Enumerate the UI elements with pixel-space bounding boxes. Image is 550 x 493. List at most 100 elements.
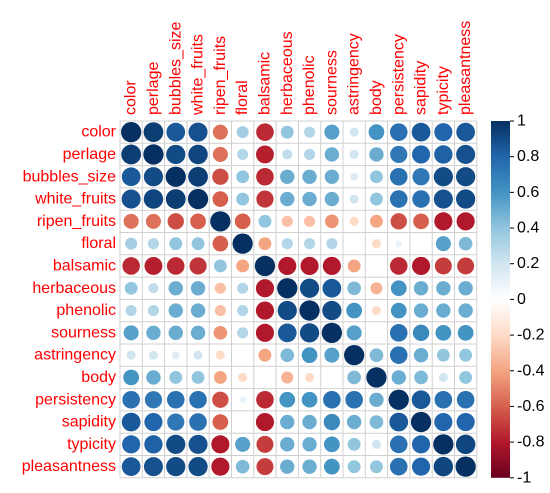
colorbar-tick-label: -0.4 (517, 362, 545, 379)
correlation-circle-typicity-phenolic (302, 437, 317, 452)
correlation-circle-perlage-pleasantness (456, 144, 476, 164)
colorbar-tick-label: -0.8 (517, 434, 545, 451)
row-label-persistency: persistency (35, 391, 116, 408)
correlation-circle-astringency-typicity (436, 348, 450, 362)
row-label-bubbles_size: bubbles_size (23, 168, 117, 185)
correlation-circle-persistency-body (369, 392, 384, 407)
correlation-circle-color-persistency (389, 123, 408, 141)
correlation-circle-balsamic-sapidity (411, 256, 431, 276)
correlation-circle-white_fruits-pleasantness (456, 189, 476, 209)
correlation-circle-bubbles_size-astringency (350, 172, 359, 181)
correlation-circle-astringency-pleasantness (459, 348, 473, 362)
correlation-circle-body-white_fruits (191, 371, 205, 384)
correlation-circle-floral-color (125, 237, 138, 250)
correlation-circle-bubbles_size-sapidity (412, 168, 430, 186)
correlation-circle-sapidity-perlage (144, 412, 163, 432)
correlation-circle-typicity-body (371, 439, 381, 449)
correlation-circle-ripen_fruits-sapidity (413, 213, 429, 230)
correlation-circle-color-color (120, 121, 142, 143)
correlation-circle-sapidity-persistency (389, 412, 409, 432)
row-label-pleasantness: pleasantness (22, 458, 116, 475)
correlation-circle-balsamic-color (122, 257, 140, 275)
row-label-typicity: typicity (67, 436, 116, 453)
correlation-circle-sourness-white_fruits (190, 325, 206, 341)
correlation-circle-floral-perlage (147, 238, 160, 250)
correlation-circle-ripen_fruits-perlage (145, 213, 161, 229)
correlation-circle-color-pleasantness (456, 122, 476, 142)
correlation-circle-floral-white_fruits (191, 237, 205, 251)
correlation-circle-typicity-color (122, 435, 141, 454)
correlation-circle-bubbles_size-pleasantness (456, 167, 476, 187)
row-label-astringency: astringency (34, 347, 116, 364)
correlation-circle-pleasantness-herbaceous (280, 459, 295, 474)
correlation-circle-bubbles_size-ripen_fruits (212, 168, 229, 185)
correlation-circle-balsamic-herbaceous (278, 256, 297, 276)
column-label-perlage: perlage (145, 62, 162, 115)
correlation-circle-color-herbaceous (280, 125, 294, 139)
column-label-sapidity: sapidity (413, 61, 430, 115)
correlation-circle-white_fruits-typicity (433, 189, 453, 209)
correlation-circle-astringency-phenolic (301, 347, 318, 364)
correlation-circle-perlage-balsamic (255, 145, 274, 164)
correlation-circle-ripen_fruits-body (370, 214, 383, 228)
column-label-typicity: typicity (435, 66, 452, 115)
colorbar-tick-label: 0.4 (517, 220, 539, 237)
correlation-circle-body-pleasantness (459, 371, 473, 384)
correlation-circle-phenolic-color (125, 304, 137, 317)
correlation-circle-sapidity-phenolic (302, 414, 317, 430)
correlation-circle-herbaceous-sourness (322, 278, 342, 298)
column-label-white_fruits: white_fruits (190, 34, 207, 116)
correlation-circle-sapidity-color (121, 412, 141, 432)
correlation-circle-perlage-white_fruits (188, 144, 208, 165)
correlation-circle-balsamic-ripen_fruits (213, 259, 227, 273)
correlation-circle-pleasantness-pleasantness (455, 456, 476, 477)
correlation-circle-sapidity-white_fruits (189, 413, 207, 431)
correlation-circle-ripen_fruits-ripen_fruits (210, 211, 231, 232)
correlation-circle-astringency-white_fruits (193, 350, 203, 360)
colorbar-tick-label: 0.8 (517, 148, 539, 165)
row-label-white_fruits: white_fruits (34, 191, 116, 208)
correlation-circle-pleasantness-sourness (323, 458, 340, 475)
correlation-circle-typicity-herbaceous (280, 437, 295, 452)
correlation-circle-typicity-typicity (433, 434, 454, 455)
row-label-perlage: perlage (63, 146, 116, 163)
correlation-circle-body-floral (238, 372, 248, 382)
correlation-circle-perlage-floral (237, 148, 249, 161)
correlation-circle-balsamic-pleasantness (457, 257, 475, 275)
correlation-circle-bubbles_size-phenolic (302, 169, 317, 184)
correlation-circle-sapidity-ripen_fruits (212, 414, 229, 430)
correlation-circle-color-bubbles_size (166, 122, 186, 142)
correlation-circle-pleasantness-persistency (389, 457, 408, 476)
correlation-circle-perlage-body (369, 147, 384, 162)
correlation-circle-bubbles_size-body (370, 170, 383, 184)
correlation-circle-pleasantness-color (121, 457, 141, 477)
grid-lines (119, 120, 478, 479)
correlation-circle-herbaceous-typicity (436, 281, 451, 296)
correlation-circle-bubbles_size-white_fruits (188, 166, 208, 187)
correlation-circle-phenolic-ripen_fruits (214, 304, 226, 317)
column-label-body: body (368, 80, 385, 115)
correlation-circle-body-phenolic (305, 372, 315, 382)
correlation-circle-phenolic-typicity (436, 303, 451, 318)
correlation-circle-body-astringency (347, 370, 361, 385)
correlation-circle-astringency-persistency (389, 346, 408, 364)
correlation-circle-balsamic-persistency (389, 257, 408, 275)
column-label-balsamic: balsamic (256, 52, 273, 115)
correlation-circle-ripen_fruits-sourness (325, 214, 339, 229)
correlation-circle-pleasantness-body (370, 460, 383, 474)
correlation-circle-herbaceous-perlage (148, 283, 159, 294)
correlation-circle-sapidity-herbaceous (280, 414, 295, 430)
correlation-circle-sapidity-balsamic (255, 412, 275, 432)
correlation-circle-herbaceous-color (124, 281, 138, 295)
correlation-circle-herbaceous-bubbles_size (168, 281, 183, 296)
correlation-circle-balsamic-phenolic (300, 256, 319, 276)
correlation-circle-floral-ripen_fruits (212, 235, 229, 252)
correlation-circle-ripen_fruits-floral (234, 213, 251, 230)
column-label-sourness: sourness (323, 50, 340, 115)
correlation-circle-body-ripen_fruits (213, 371, 227, 384)
correlation-circle-white_fruits-perlage (143, 189, 164, 209)
correlation-circle-pleasantness-phenolic (302, 459, 317, 474)
correlation-circle-sourness-color (123, 325, 139, 341)
correlation-circle-phenolic-herbaceous (277, 300, 297, 321)
correlation-circle-persistency-bubbles_size (166, 390, 185, 409)
